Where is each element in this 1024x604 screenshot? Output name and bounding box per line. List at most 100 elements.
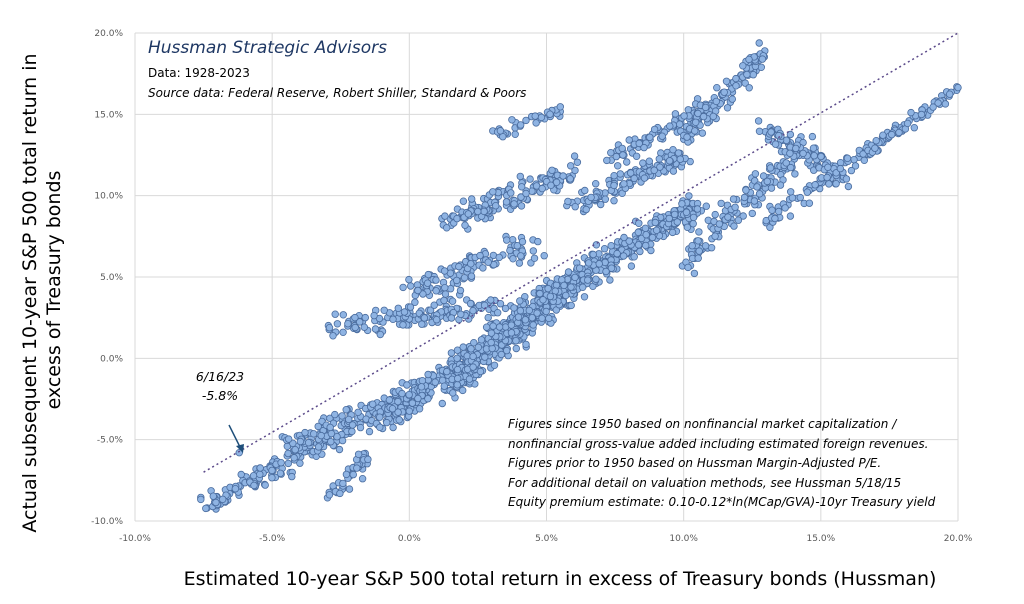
data-point <box>301 428 309 437</box>
data-point <box>395 416 403 424</box>
data-point <box>693 205 702 213</box>
data-point <box>424 370 432 379</box>
data-point <box>625 136 633 144</box>
data-point <box>683 133 691 141</box>
data-point <box>614 162 622 170</box>
data-point <box>415 405 424 413</box>
data-point <box>376 413 384 421</box>
data-point <box>417 383 426 391</box>
data-point <box>836 164 845 173</box>
data-point <box>567 283 575 291</box>
data-point <box>656 163 664 171</box>
data-point <box>757 63 765 71</box>
data-point <box>456 286 465 295</box>
data-point <box>711 232 719 240</box>
data-point <box>634 228 642 236</box>
annotation-label: 6/16/23 -5.8% <box>178 367 262 405</box>
data-point <box>490 361 499 369</box>
data-point <box>684 263 692 272</box>
data-point <box>348 421 357 429</box>
data-point <box>552 281 561 289</box>
data-range-label: Data: 1928-2023 <box>148 66 250 80</box>
data-point <box>481 353 489 361</box>
data-point <box>454 374 462 383</box>
data-point <box>842 175 851 183</box>
x-tick-label: 0.0% <box>398 534 421 544</box>
data-point <box>399 283 407 292</box>
data-point <box>453 381 461 389</box>
data-point <box>620 233 628 242</box>
data-point <box>506 246 514 255</box>
data-point <box>682 208 691 216</box>
data-point <box>513 241 521 250</box>
data-point <box>767 184 776 192</box>
data-point <box>786 212 795 220</box>
data-point <box>385 396 394 404</box>
data-point <box>713 83 721 92</box>
data-point <box>339 328 347 336</box>
data-point <box>453 346 462 354</box>
data-point <box>469 363 477 371</box>
data-point <box>723 104 732 112</box>
annotation-arrow <box>228 424 242 450</box>
data-point <box>786 130 795 139</box>
data-point <box>455 262 463 271</box>
data-point <box>634 241 643 249</box>
data-point <box>479 264 487 272</box>
y-axis-ticks: -10.0% -5.0% 0.0% 5.0% 10.0% 15.0% 20.0% <box>91 29 123 527</box>
data-point <box>808 132 817 141</box>
data-point <box>636 247 644 256</box>
data-point <box>447 349 456 357</box>
data-point <box>627 262 636 270</box>
data-point <box>607 264 616 272</box>
data-point <box>398 389 406 398</box>
data-point <box>545 314 553 323</box>
data-point <box>739 62 747 70</box>
data-point <box>474 343 482 351</box>
data-point <box>418 320 426 328</box>
data-point <box>954 83 962 92</box>
data-points <box>197 39 962 513</box>
data-point <box>494 309 502 317</box>
data-point <box>284 459 292 468</box>
data-point <box>351 313 359 322</box>
data-point <box>567 162 575 170</box>
data-point <box>810 151 818 160</box>
data-point <box>516 297 524 305</box>
data-point <box>389 315 397 323</box>
data-point <box>929 103 937 111</box>
data-point <box>349 470 357 479</box>
data-point <box>480 301 489 309</box>
data-point <box>671 110 680 118</box>
data-point <box>585 259 593 267</box>
data-point <box>426 306 435 314</box>
data-point <box>441 212 449 220</box>
data-point <box>507 329 516 337</box>
data-point <box>786 149 794 157</box>
data-point <box>658 132 666 140</box>
data-point <box>314 422 322 431</box>
data-point <box>443 367 451 376</box>
data-point <box>364 455 372 464</box>
data-point <box>689 213 698 222</box>
annotation-value: -5.8% <box>201 388 239 403</box>
data-point <box>467 345 475 353</box>
data-point <box>715 220 724 228</box>
data-point <box>333 320 342 328</box>
x-tick-label: 10.0% <box>669 534 698 544</box>
data-point <box>701 103 710 112</box>
data-point <box>507 321 516 329</box>
notes-block: Figures since 1950 based on nonfinancial… <box>508 415 935 513</box>
data-point <box>314 443 323 451</box>
highlight-point <box>235 448 243 457</box>
data-point <box>503 236 511 244</box>
data-point <box>326 423 334 432</box>
data-point <box>517 202 526 210</box>
data-point <box>495 323 504 331</box>
data-point <box>676 120 684 128</box>
data-point <box>389 423 397 432</box>
data-point <box>335 445 344 454</box>
data-point <box>449 389 457 397</box>
data-point <box>843 154 852 162</box>
data-point <box>759 172 768 180</box>
